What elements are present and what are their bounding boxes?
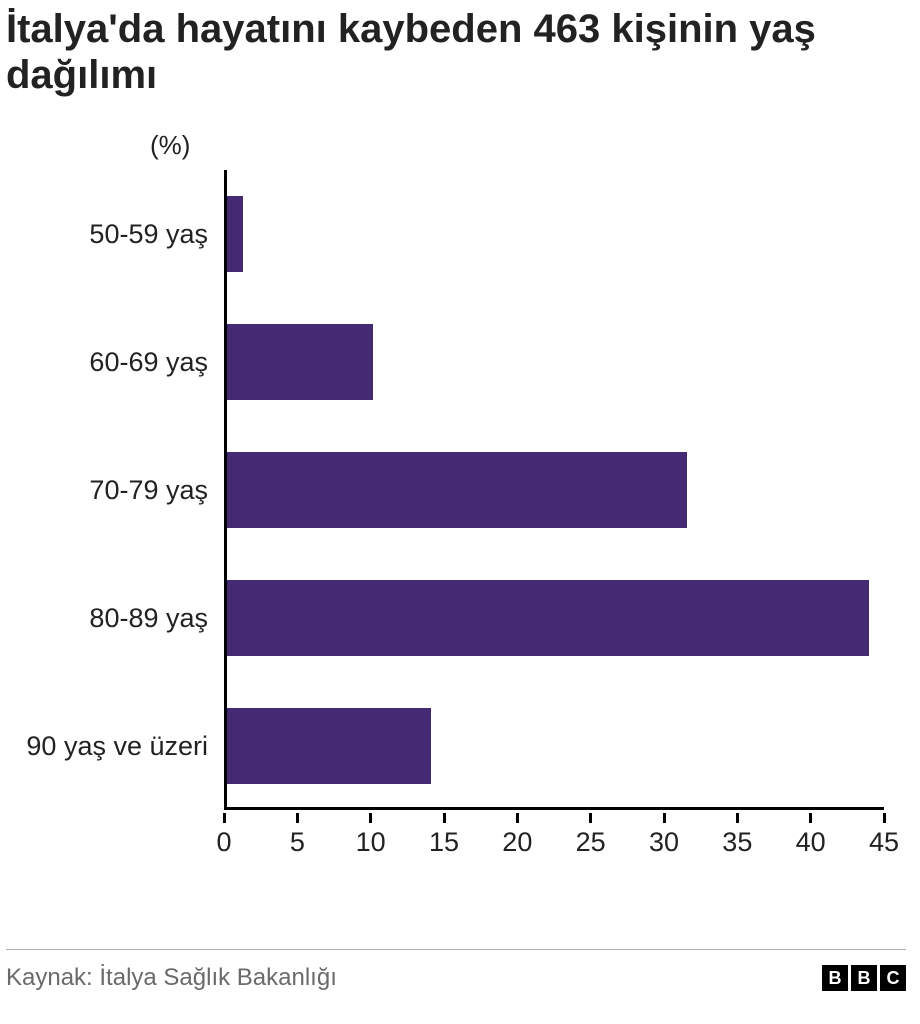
chart-area: 50-59 yaş 60-69 yaş 70-79 yaş 80-89 yaş … [0,170,920,890]
x-tick-label: 45 [869,827,899,858]
x-tick-label: 15 [429,827,459,858]
x-tick-mark [736,813,739,823]
bar-row [227,196,884,272]
x-tick-label: 0 [216,827,231,858]
category-label: 80-89 yaş [0,580,210,656]
bar-row [227,708,884,784]
bar [227,708,431,784]
x-tick-mark [883,813,886,823]
x-ticks: 051015202530354045 [224,813,884,863]
y-axis-label: (%) [0,98,920,161]
x-tick-label: 30 [649,827,679,858]
bar-row [227,452,884,528]
bbc-logo-letter: C [880,965,906,991]
x-tick-label: 5 [290,827,305,858]
source-text: Kaynak: İtalya Sağlık Bakanlığı [6,964,337,992]
chart-title: İtalya'da hayatını kaybeden 463 kişinin … [0,0,920,98]
x-tick-label: 20 [502,827,532,858]
bbc-logo-letter: B [851,965,877,991]
x-tick-label: 10 [356,827,386,858]
category-label: 90 yaş ve üzeri [0,708,210,784]
bar-row [227,324,884,400]
bars-group [227,170,884,810]
chart-container: İtalya'da hayatını kaybeden 463 kişinin … [0,0,920,1024]
bbc-logo: B B C [822,965,906,991]
x-tick-label: 25 [576,827,606,858]
x-tick-mark [369,813,372,823]
x-tick-mark [443,813,446,823]
x-tick-label: 35 [722,827,752,858]
bar [227,580,869,656]
x-tick-mark [296,813,299,823]
bar [227,452,687,528]
bar-row [227,580,884,656]
x-tick-mark [663,813,666,823]
x-tick-label: 40 [796,827,826,858]
category-label: 70-79 yaş [0,452,210,528]
chart-footer: Kaynak: İtalya Sağlık Bakanlığı B B C [6,949,906,992]
plot-area: 051015202530354045 [224,170,884,810]
x-tick-mark [809,813,812,823]
category-label: 60-69 yaş [0,324,210,400]
bar [227,196,243,272]
x-tick-mark [589,813,592,823]
bar [227,324,373,400]
x-tick-mark [223,813,226,823]
x-tick-mark [516,813,519,823]
bbc-logo-letter: B [822,965,848,991]
category-labels: 50-59 yaş 60-69 yaş 70-79 yaş 80-89 yaş … [0,170,210,810]
category-label: 50-59 yaş [0,196,210,272]
